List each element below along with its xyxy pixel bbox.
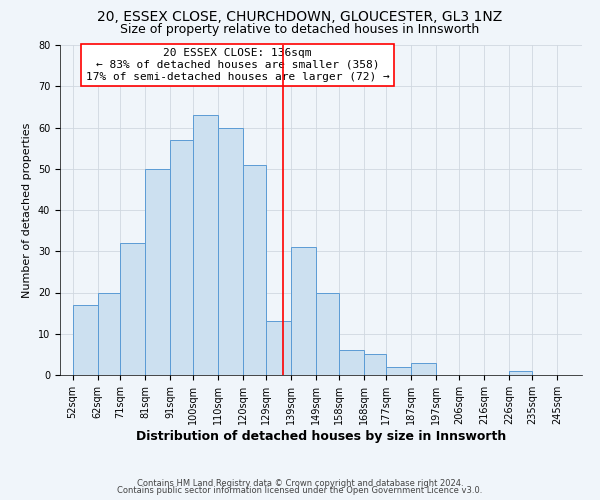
Bar (218, 128, 243, 375)
Text: Size of property relative to detached houses in Innsworth: Size of property relative to detached ho… (121, 22, 479, 36)
Bar (193, 115, 218, 375)
Bar (145, 169, 170, 375)
Bar (73, 305, 98, 375)
Bar (412, 362, 436, 375)
Bar (120, 243, 145, 375)
Bar (386, 367, 412, 375)
Text: 20 ESSEX CLOSE: 136sqm
← 83% of detached houses are smaller (358)
17% of semi-de: 20 ESSEX CLOSE: 136sqm ← 83% of detached… (86, 48, 389, 82)
Bar (170, 140, 193, 375)
Bar (98, 292, 120, 375)
X-axis label: Distribution of detached houses by size in Innsworth: Distribution of detached houses by size … (136, 430, 506, 442)
Bar (509, 371, 532, 375)
Bar (316, 292, 338, 375)
Text: 20, ESSEX CLOSE, CHURCHDOWN, GLOUCESTER, GL3 1NZ: 20, ESSEX CLOSE, CHURCHDOWN, GLOUCESTER,… (97, 10, 503, 24)
Bar (364, 354, 386, 375)
Bar (266, 322, 291, 375)
Bar (291, 247, 316, 375)
Bar (243, 164, 266, 375)
Bar (338, 350, 364, 375)
Text: Contains public sector information licensed under the Open Government Licence v3: Contains public sector information licen… (118, 486, 482, 495)
Y-axis label: Number of detached properties: Number of detached properties (22, 122, 32, 298)
Text: Contains HM Land Registry data © Crown copyright and database right 2024.: Contains HM Land Registry data © Crown c… (137, 478, 463, 488)
